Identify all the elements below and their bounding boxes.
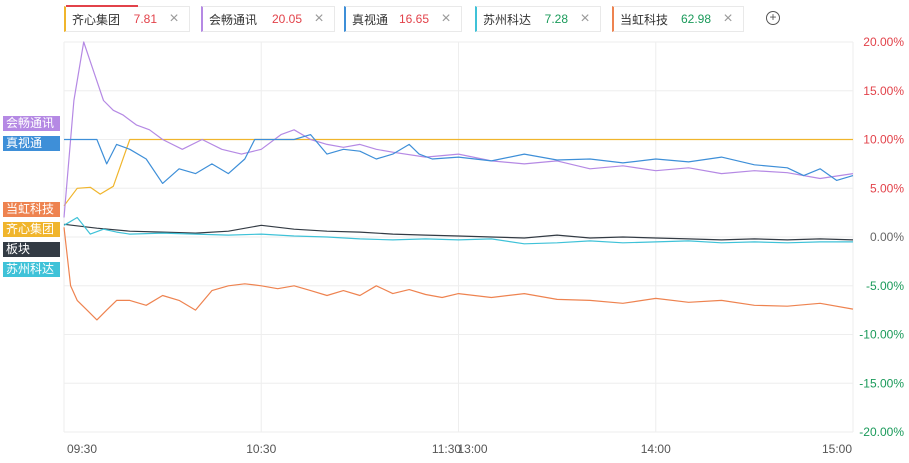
- stock-tab-name: 当虹科技: [620, 12, 669, 27]
- close-icon[interactable]: ×: [723, 10, 733, 27]
- y-tick-label: -20.00%: [859, 425, 904, 439]
- x-tick-label: 11:30: [432, 442, 461, 456]
- series-line-0: [63, 138, 853, 207]
- series-line-1: [63, 41, 854, 218]
- stock-tab-1[interactable]: 会畅通讯 20.05 ×: [201, 6, 335, 32]
- stock-tab-2[interactable]: 真视通 16.65 ×: [344, 6, 462, 32]
- close-icon[interactable]: ×: [314, 10, 324, 27]
- y-tick-label: 10.00%: [863, 133, 904, 147]
- y-tick-label: -10.00%: [859, 328, 904, 342]
- series-label-huichang: 会畅通讯: [3, 116, 60, 131]
- series-line-5: [63, 216, 853, 245]
- stock-tab-price: 20.05: [271, 12, 302, 26]
- plus-circle-icon[interactable]: +: [766, 11, 780, 25]
- stock-tab-name: 会畅通讯: [209, 12, 258, 27]
- stock-tab-3[interactable]: 苏州科达 7.28 ×: [475, 6, 601, 32]
- series-label-sector: 板块: [3, 242, 60, 257]
- series-label-danghong: 当虹科技: [3, 202, 60, 217]
- stock-tab-0[interactable]: 齐心集团 7.81 ×: [64, 5, 190, 32]
- x-tick-label: 13:00: [457, 442, 487, 456]
- series-label-suzhou: 苏州科达: [3, 262, 60, 277]
- active-tab-indicator: [66, 5, 138, 7]
- close-icon[interactable]: ×: [441, 10, 451, 27]
- stock-tab-name: 苏州科达: [483, 12, 532, 27]
- x-tick-label: 09:30: [67, 442, 97, 456]
- series-label-qixin: 齐心集团: [3, 222, 60, 237]
- stock-tab-name: 真视通: [352, 12, 389, 27]
- y-tick-label: -15.00%: [859, 376, 904, 390]
- stock-tab-price: 16.65: [398, 12, 429, 26]
- series-line-2: [64, 134, 854, 184]
- y-tick-label: 15.00%: [863, 84, 904, 98]
- y-tick-label: 0.00%: [870, 230, 904, 244]
- stock-tab-4[interactable]: 当虹科技 62.98 ×: [612, 6, 744, 32]
- stock-tab-price: 7.28: [544, 12, 568, 26]
- close-icon[interactable]: ×: [169, 10, 179, 27]
- stock-tab-price: 7.81: [133, 12, 157, 26]
- series-label-zhenshitong: 真视通: [3, 136, 60, 151]
- stock-tab-bar: 齐心集团 7.81 × 会畅通讯 20.05 × 真视通 16.65 × 苏州科…: [0, 0, 909, 36]
- y-tick-label: 20.00%: [863, 35, 904, 49]
- series-line-4: [63, 223, 854, 241]
- y-tick-label: 5.00%: [870, 181, 904, 195]
- x-tick-label: 14:00: [641, 442, 671, 456]
- close-icon[interactable]: ×: [580, 10, 590, 27]
- x-tick-label: 10:30: [246, 442, 276, 456]
- stock-tab-price: 62.98: [680, 12, 711, 26]
- x-tick-label: 15:00: [822, 442, 852, 456]
- series-line-3: [63, 227, 854, 321]
- y-tick-label: -5.00%: [866, 279, 904, 293]
- stock-tab-name: 齐心集团: [72, 12, 121, 27]
